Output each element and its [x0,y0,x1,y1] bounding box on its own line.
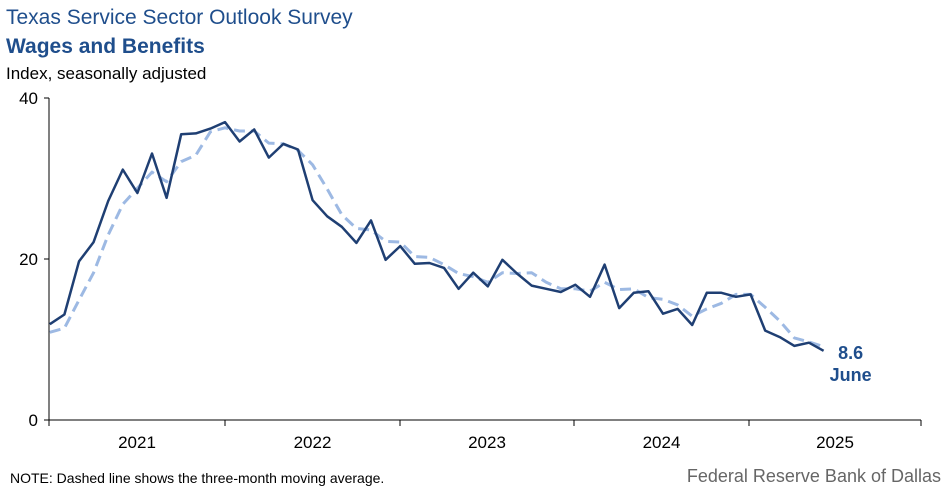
y-tick-label: 20 [19,250,38,269]
x-tick-label: 2025 [816,433,854,452]
y-axis-label: Index, seasonally adjusted [6,64,207,83]
y-tick-label: 40 [19,89,38,108]
footnote: NOTE: Dashed line shows the three-month … [10,470,385,486]
latest-month-label: June [830,365,872,385]
chart-title: Texas Service Sector Outlook Survey [6,6,353,29]
moving-average-line [49,126,825,349]
chart-subtitle: Wages and Benefits [6,35,205,58]
x-tick-label: 2024 [643,433,681,452]
y-tick-label: 0 [29,411,38,430]
x-tick-label: 2022 [294,433,332,452]
x-tick-label: 2021 [118,433,156,452]
source-credit: Federal Reserve Bank of Dallas [686,466,941,486]
x-tick-label: 2023 [468,433,506,452]
wages-benefits-line [49,120,825,352]
latest-value-label: 8.6 [838,343,863,363]
